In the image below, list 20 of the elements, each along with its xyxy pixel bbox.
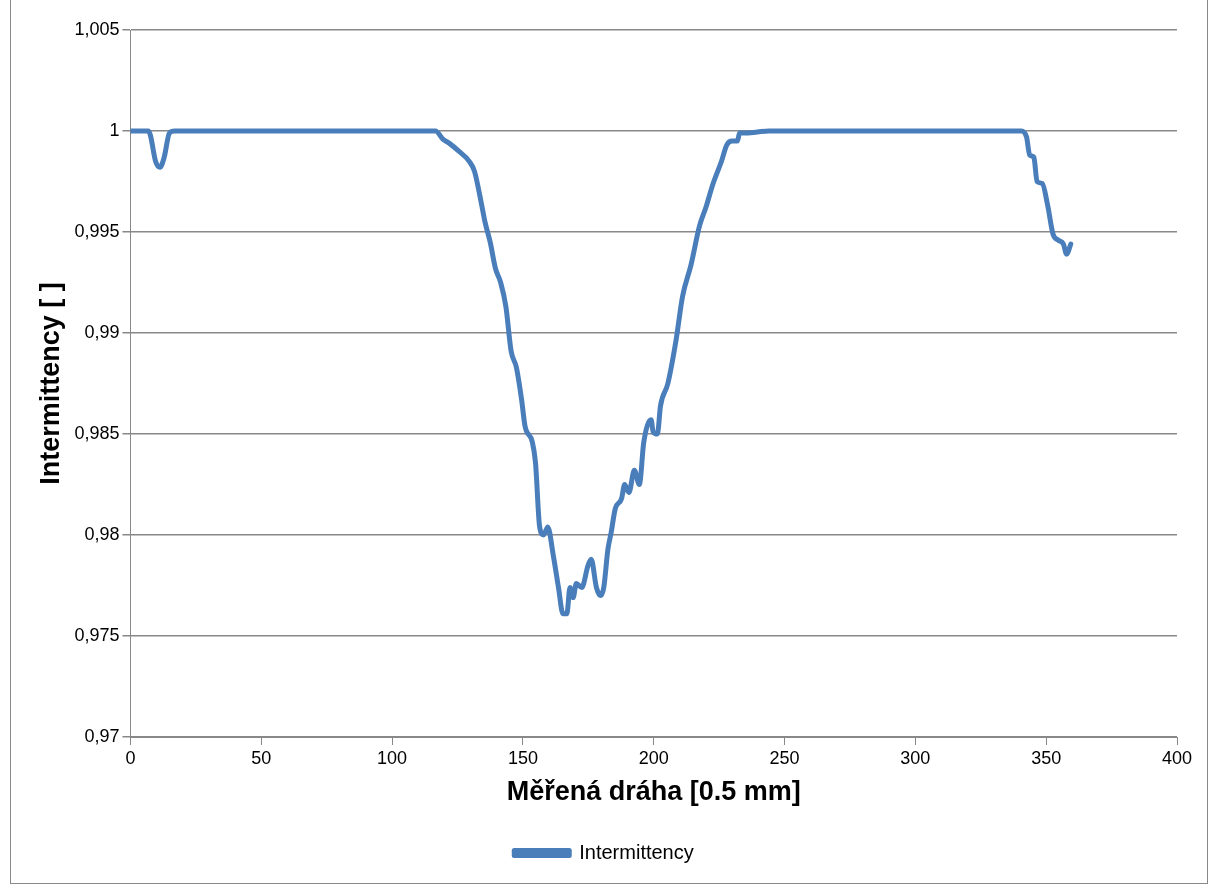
y-tick-label: 0,98 [84, 523, 120, 544]
y-tick-label: 1,005 [74, 18, 120, 39]
x-tick-label: 0 [125, 747, 136, 768]
x-tick-label: 400 [1161, 747, 1193, 768]
y-tick-label: 0,985 [74, 422, 120, 443]
x-tick-label: 350 [1031, 747, 1062, 768]
y-tick-label: 0,975 [74, 624, 120, 645]
y-tick-label: 0,99 [84, 321, 120, 342]
x-tick-label: 200 [638, 747, 669, 768]
x-tick-label: 150 [507, 747, 538, 768]
legend-label: Intermittency [579, 840, 694, 863]
y-axis-title: Intermittency [ ] [34, 282, 65, 485]
x-tick-label: 50 [251, 747, 272, 768]
x-axis-title: Měřená dráha [0.5 mm] [506, 776, 801, 807]
x-tick-label: 300 [900, 747, 931, 768]
y-tick-label: 0,97 [84, 725, 120, 746]
x-tick-label: 250 [769, 747, 800, 768]
x-tick-label: 100 [377, 747, 408, 768]
y-tick-label: 0,995 [74, 220, 120, 241]
y-tick-label: 1 [109, 119, 120, 140]
